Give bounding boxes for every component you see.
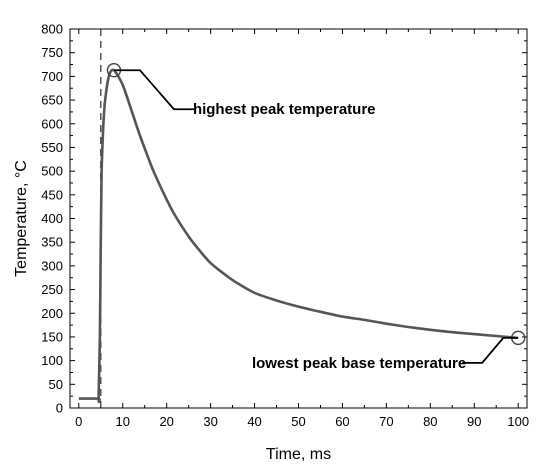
y-tick-label: 300 xyxy=(41,258,63,273)
y-tick-label: 800 xyxy=(41,22,63,37)
x-tick-label: 100 xyxy=(507,414,529,429)
y-tick-label: 250 xyxy=(41,282,63,297)
y-tick-label: 200 xyxy=(41,306,63,321)
y-tick-label: 50 xyxy=(49,377,63,392)
y-tick-label: 700 xyxy=(41,69,63,84)
annotations: highest peak temperature lowest peak base… xyxy=(106,63,526,372)
base-leader-line xyxy=(462,336,519,364)
x-tick-label: 10 xyxy=(115,414,129,429)
x-tick-label: 40 xyxy=(247,414,261,429)
x-tick-label: 50 xyxy=(291,414,305,429)
x-tick-label: 80 xyxy=(423,414,437,429)
y-tick-label: 150 xyxy=(41,329,63,344)
x-tick-label: 70 xyxy=(379,414,393,429)
y-tick-label: 550 xyxy=(41,140,63,155)
y-tick-label: 400 xyxy=(41,211,63,226)
x-tick-label: 20 xyxy=(159,414,173,429)
peak-annotation-label: highest peak temperature xyxy=(193,101,376,118)
x-tick-label: 60 xyxy=(335,414,349,429)
y-tick-label: 750 xyxy=(41,45,63,60)
y-tick-label: 450 xyxy=(41,187,63,202)
peak-leader-line xyxy=(113,69,194,111)
tick-labels: 0 10 20 30 40 50 60 70 80 90 100 0 50 100 150 200 250 300… xyxy=(41,22,529,430)
series-line xyxy=(78,68,519,404)
y-tick-label: 500 xyxy=(41,164,63,179)
axis-ticks xyxy=(70,28,527,409)
y-axis-title: Temperature, °C xyxy=(13,160,30,277)
x-axis-title: Time, ms xyxy=(266,446,331,463)
y-tick-label: 0 xyxy=(56,401,63,416)
y-tick-label: 600 xyxy=(41,116,63,131)
base-annotation-label: lowest peak base temperature xyxy=(252,355,466,372)
y-tick-label: 650 xyxy=(41,93,63,108)
y-tick-label: 100 xyxy=(41,353,63,368)
x-tick-label: 0 xyxy=(75,414,82,429)
x-tick-label: 90 xyxy=(467,414,481,429)
x-tick-label: 30 xyxy=(203,414,217,429)
plot-frame xyxy=(69,28,528,409)
y-tick-label: 350 xyxy=(41,235,63,250)
